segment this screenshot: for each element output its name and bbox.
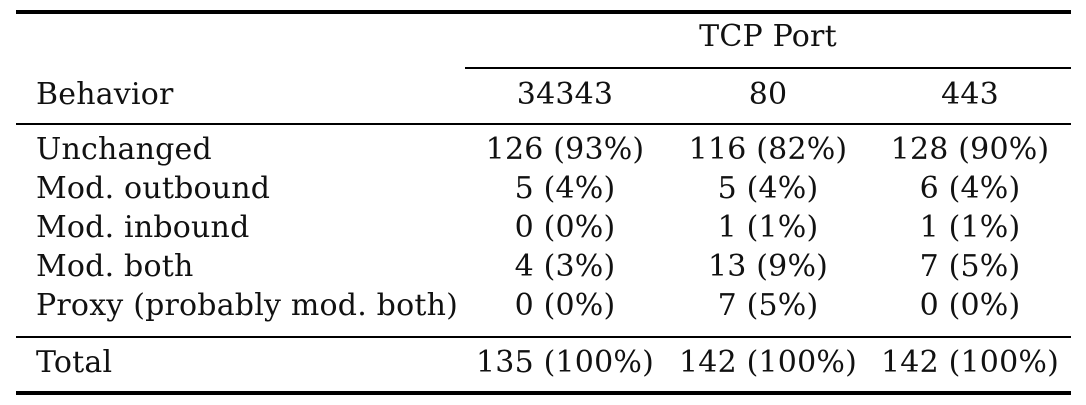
cell-unchanged-34343: 126 (93%) — [485, 132, 645, 167]
group-header-tcp-port: TCP Port — [699, 19, 837, 54]
column-header-80: 80 — [748, 77, 788, 112]
cell-mod-both-443: 7 (5%) — [919, 249, 1021, 284]
bottom-rule — [16, 391, 1071, 395]
cell-mod-outbound-34343: 5 (4%) — [514, 171, 616, 206]
top-rule — [16, 10, 1071, 14]
cell-total-80: 142 (100%) — [679, 345, 857, 380]
group-header-underline — [465, 67, 1071, 69]
row-label-mod-outbound: Mod. outbound — [36, 171, 271, 206]
row-label-unchanged: Unchanged — [36, 132, 212, 167]
cell-mod-outbound-80: 5 (4%) — [717, 171, 819, 206]
row-header-label: Behavior — [36, 77, 174, 112]
cell-mod-inbound-443: 1 (1%) — [919, 210, 1021, 245]
cell-proxy-80: 7 (5%) — [717, 288, 819, 323]
column-header-443: 443 — [941, 77, 999, 112]
cell-mod-both-80: 13 (9%) — [707, 249, 829, 284]
cell-total-443: 142 (100%) — [881, 345, 1059, 380]
cell-mod-inbound-34343: 0 (0%) — [514, 210, 616, 245]
cell-mod-inbound-80: 1 (1%) — [717, 210, 819, 245]
cell-unchanged-443: 128 (90%) — [890, 132, 1050, 167]
row-label-mod-both: Mod. both — [36, 249, 194, 284]
total-separator-rule — [16, 336, 1071, 338]
cell-unchanged-80: 116 (82%) — [688, 132, 848, 167]
column-header-34343: 34343 — [516, 77, 614, 112]
cell-mod-both-34343: 4 (3%) — [514, 249, 616, 284]
row-label-total: Total — [36, 345, 113, 380]
cell-total-34343: 135 (100%) — [476, 345, 654, 380]
cell-mod-outbound-443: 6 (4%) — [919, 171, 1021, 206]
cell-proxy-443: 0 (0%) — [919, 288, 1021, 323]
row-label-proxy: Proxy (probably mod. both) — [36, 288, 459, 323]
header-separator-rule — [16, 123, 1071, 125]
row-label-mod-inbound: Mod. inbound — [36, 210, 250, 245]
cell-proxy-34343: 0 (0%) — [514, 288, 616, 323]
